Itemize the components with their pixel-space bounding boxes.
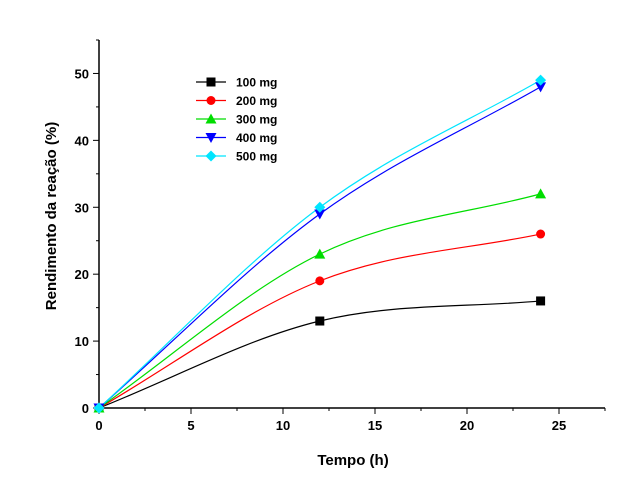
axes: 0 5 10 15 20 25 0 10 20 30 40 50 [75, 39, 606, 433]
legend-marker-400mg [205, 133, 217, 143]
data-point-200mg [536, 229, 546, 239]
data-point-300mg [535, 188, 547, 199]
x-tick-label: 25 [552, 418, 566, 433]
y-tick-label: 30 [75, 200, 89, 215]
x-axis-title: Tempo (h) [317, 452, 388, 469]
legend-label-400mg: 400 mg [236, 131, 277, 145]
legend: 100 mg 200 mg 300 mg 400 mg 500 mg [196, 76, 277, 164]
x-tick-label: 5 [187, 418, 194, 433]
data-point-500mg [93, 402, 105, 414]
legend-marker-200mg [206, 96, 216, 105]
y-tick-label: 10 [75, 334, 89, 349]
series-line-400mg [98, 86, 541, 409]
y-tick-label: 40 [75, 133, 89, 148]
data-point-100mg [536, 296, 546, 306]
data-point-500mg [314, 201, 326, 213]
x-tick-label: 15 [368, 418, 382, 433]
data-point-500mg [535, 74, 547, 86]
data-point-300mg [314, 248, 326, 259]
x-tick-label: 0 [95, 418, 102, 433]
y-tick-label: 0 [82, 401, 89, 416]
legend-label-500mg: 500 mg [236, 150, 277, 164]
data-point-100mg [315, 316, 325, 326]
legend-label-200mg: 200 mg [236, 94, 277, 108]
y-axis-title: Rendimento da reação (%) [43, 122, 60, 310]
data-point-400mg [535, 82, 547, 93]
legend-marker-300mg [205, 113, 217, 124]
data-point-200mg [315, 276, 325, 286]
y-tick-label: 20 [75, 267, 89, 282]
x-tick-label: 20 [460, 418, 474, 433]
legend-label-100mg: 100 mg [236, 76, 277, 90]
series-line-300mg [98, 193, 541, 409]
legend-label-300mg: 300 mg [236, 113, 277, 127]
y-tick-label: 50 [75, 66, 89, 81]
data-point-400mg [314, 209, 326, 220]
x-tick-label: 10 [276, 418, 290, 433]
series-markers [93, 74, 547, 414]
legend-marker-100mg [206, 77, 216, 87]
legend-marker-500mg [205, 150, 217, 162]
series-lines [98, 79, 541, 409]
